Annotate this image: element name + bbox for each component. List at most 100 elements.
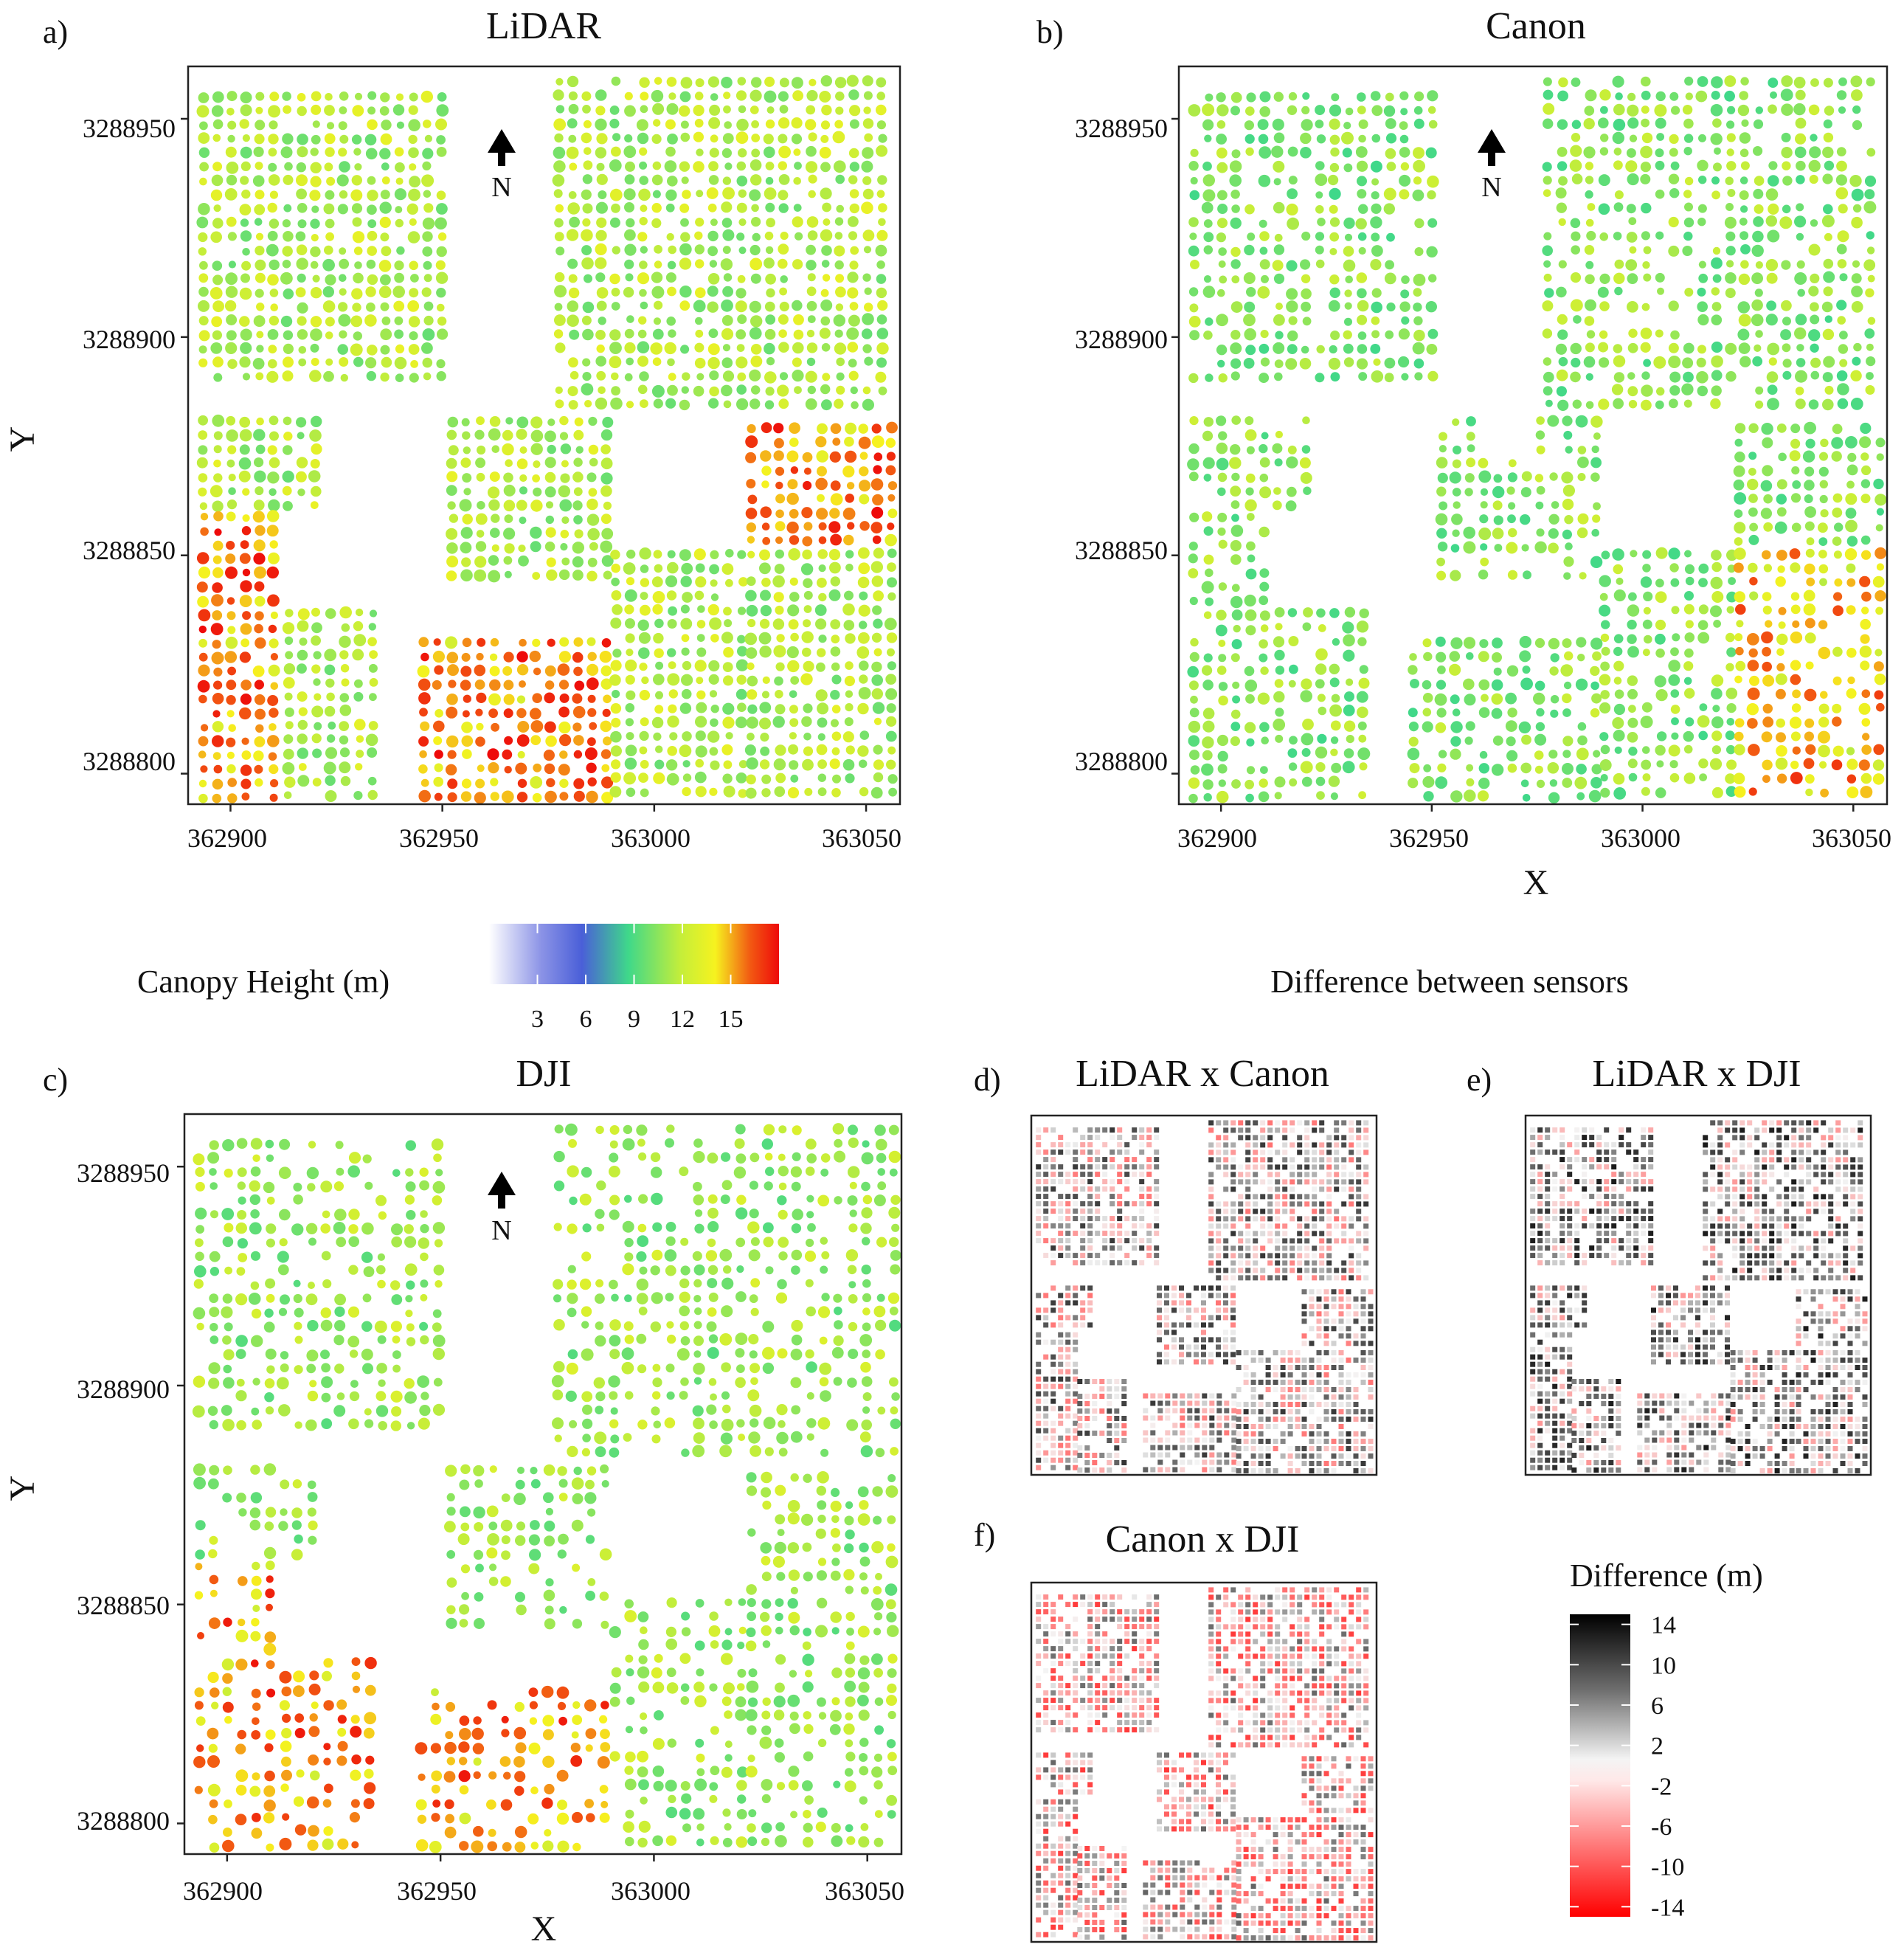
difference-cell xyxy=(1109,1245,1115,1251)
canopy-cell xyxy=(1768,161,1778,170)
canopy-cell xyxy=(792,342,804,354)
canopy-cell xyxy=(651,1667,662,1678)
canopy-cell xyxy=(1734,786,1746,798)
canopy-cell xyxy=(747,1528,756,1537)
canopy-cell xyxy=(1640,328,1652,339)
canopy-cell xyxy=(1371,191,1379,200)
canopy-cell xyxy=(611,146,621,157)
canopy-cell xyxy=(595,1209,605,1220)
canopy-cell xyxy=(297,219,307,229)
difference-cell xyxy=(1073,1157,1079,1163)
canopy-cell xyxy=(871,435,885,448)
difference-cell xyxy=(1036,1231,1042,1237)
canopy-cell xyxy=(283,677,295,689)
canopy-cell xyxy=(1427,218,1438,228)
canopy-cell xyxy=(1520,677,1534,691)
canopy-cell xyxy=(1593,502,1601,511)
canopy-cell xyxy=(447,501,456,510)
canopy-cell xyxy=(666,772,679,786)
canopy-cell xyxy=(367,637,377,646)
canopy-cell xyxy=(308,470,321,483)
canopy-cell xyxy=(1740,260,1749,269)
canopy-cell xyxy=(789,577,798,586)
canopy-cell xyxy=(1627,117,1639,129)
canopy-cell xyxy=(1822,328,1835,340)
canopy-cell xyxy=(500,1519,513,1532)
canopy-cell xyxy=(395,373,404,382)
canopy-cell xyxy=(638,1681,650,1693)
canopy-cell xyxy=(1845,519,1858,533)
canopy-cell xyxy=(1303,486,1312,495)
canopy-cell xyxy=(695,730,706,741)
canopy-cell xyxy=(477,445,486,455)
canopy-cell xyxy=(567,1349,578,1360)
canopy-cell xyxy=(1203,554,1214,565)
canopy-cell xyxy=(212,500,224,512)
canopy-cell xyxy=(581,245,592,256)
canopy-cell xyxy=(709,1782,719,1791)
difference-cell xyxy=(1087,1186,1093,1192)
canopy-cell xyxy=(1614,746,1622,754)
canopy-cell xyxy=(1275,623,1283,631)
canopy-cell xyxy=(567,1165,579,1178)
canopy-cell xyxy=(1735,604,1746,615)
canopy-cell xyxy=(250,1251,261,1261)
canopy-cell xyxy=(1747,718,1758,729)
canopy-cell xyxy=(1218,682,1228,691)
canopy-cell xyxy=(845,1529,855,1540)
canopy-cell xyxy=(223,1377,235,1389)
canopy-cell xyxy=(600,1701,609,1709)
canopy-cell xyxy=(722,133,734,145)
canopy-cell xyxy=(308,1726,320,1738)
canopy-cell xyxy=(721,1653,733,1665)
canopy-cell xyxy=(336,1699,347,1710)
canopy-cell xyxy=(321,1251,331,1261)
canopy-cell xyxy=(415,1839,429,1852)
canopy-cell xyxy=(375,1391,387,1402)
canopy-cell xyxy=(820,187,832,200)
canopy-cell xyxy=(226,415,236,426)
canopy-cell xyxy=(339,288,347,296)
canopy-cell xyxy=(269,120,278,130)
canopy-cell xyxy=(1628,705,1636,713)
canopy-cell xyxy=(1437,542,1448,552)
canopy-cell xyxy=(367,106,376,115)
canopy-cell xyxy=(804,787,813,796)
difference-cell xyxy=(1080,1142,1086,1148)
canopy-cell xyxy=(239,316,250,327)
canopy-cell xyxy=(1601,620,1610,629)
canopy-cell xyxy=(324,133,336,145)
canopy-cell xyxy=(651,716,664,729)
canopy-cell xyxy=(1522,665,1531,674)
canopy-cell xyxy=(746,576,756,587)
canopy-cell xyxy=(760,450,772,462)
canopy-cell xyxy=(1748,534,1759,545)
canopy-cell xyxy=(565,1390,577,1402)
canopy-cell xyxy=(722,286,733,297)
canopy-cell xyxy=(637,232,648,242)
canopy-cell xyxy=(1273,178,1281,186)
canopy-cell xyxy=(887,548,897,559)
difference-cell xyxy=(1124,1164,1130,1170)
canopy-cell xyxy=(1592,514,1601,523)
difference-cell xyxy=(1087,1201,1093,1207)
canopy-cell xyxy=(1781,260,1791,270)
canopy-cell xyxy=(1683,231,1693,241)
canopy-cell xyxy=(1748,744,1760,756)
canopy-cell xyxy=(761,1794,771,1803)
canopy-cell xyxy=(239,204,252,216)
canopy-cell xyxy=(1755,330,1763,338)
canopy-cell xyxy=(1244,429,1257,441)
canopy-cell xyxy=(404,1224,414,1234)
canopy-cell xyxy=(745,647,758,659)
canopy-cell xyxy=(545,501,554,509)
canopy-cell xyxy=(418,1237,429,1249)
canopy-cell xyxy=(581,91,592,101)
canopy-cell xyxy=(211,316,223,328)
canopy-cell xyxy=(1301,345,1309,354)
canopy-cell xyxy=(195,1238,204,1248)
canopy-cell xyxy=(396,246,405,255)
canopy-cell xyxy=(1344,289,1352,297)
canopy-cell xyxy=(637,1666,650,1678)
canopy-cell xyxy=(542,1729,554,1740)
